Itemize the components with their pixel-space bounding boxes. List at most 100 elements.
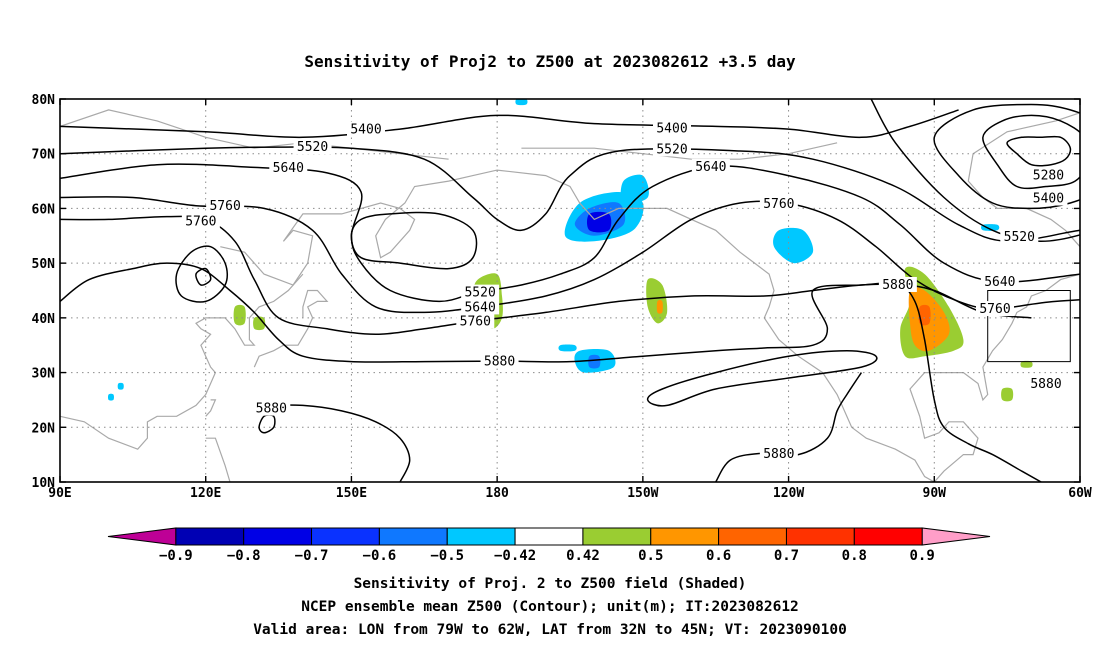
contour-label-bg	[480, 353, 519, 369]
contour-label-bg	[252, 400, 291, 416]
contour-label-bg	[653, 120, 691, 136]
lon-tick-label-3: 180	[485, 486, 509, 501]
coastline-7	[521, 142, 838, 160]
contour-line-13	[1006, 135, 1072, 167]
contour-label-bg	[759, 446, 798, 462]
coastline-2	[60, 273, 304, 450]
shade-patch-20	[1095, 291, 1100, 435]
contour-label-20: 5760	[979, 302, 1010, 317]
contour-label-9: 5520	[464, 286, 495, 301]
contour-label-14: 5880	[882, 278, 913, 293]
contour-label-15: 5880	[763, 447, 794, 462]
colorbar-box-9	[785, 527, 855, 546]
shade-patch-25	[1020, 360, 1033, 368]
colorbar-box-7	[650, 527, 720, 546]
shade-patch-8	[515, 99, 528, 106]
contour-label-3: 5520	[656, 142, 687, 157]
colorbar-label-0: −0.9	[159, 548, 193, 564]
lat-tick-label-4: 50N	[32, 257, 56, 272]
colorbar-box-10	[853, 527, 923, 546]
contour-label-16: 5280	[1033, 169, 1064, 184]
contour-line-9	[258, 414, 276, 434]
contour-label-bg	[878, 276, 917, 292]
axis-ticks: 90E 120E 150E 180 150W 120W 90W 60W 10N 20N 30N 40N…	[32, 93, 1092, 501]
colorbar-box-2	[311, 527, 380, 546]
contour-label-bg	[1027, 376, 1065, 392]
coastline-4	[205, 399, 217, 417]
contour-label-bg	[269, 159, 308, 175]
contour-line-6	[350, 211, 478, 270]
shade-patch-6	[588, 354, 601, 369]
colorbar-end-low	[107, 527, 177, 546]
colorbar-label-4: −0.5	[430, 548, 464, 564]
lat-tick-label-7: 80N	[32, 93, 56, 108]
shade-patch-11	[108, 393, 114, 401]
lon-tick-label-5: 120W	[773, 486, 804, 501]
contour-line-8	[195, 267, 212, 286]
colorbar-box-3	[378, 527, 448, 546]
lon-tick-label-0: 90E	[48, 486, 71, 501]
caption-line-3: Valid area: LON from 79W to 62W, LAT fro…	[253, 622, 847, 638]
contour-label-bg	[653, 141, 691, 157]
contour-line-7	[175, 245, 229, 303]
contour-label-bg	[456, 313, 495, 329]
coastline-6	[60, 109, 449, 160]
lon-tick-label-7: 60W	[1068, 486, 1092, 501]
contour-line-12	[715, 372, 863, 482]
coastline-0	[220, 169, 935, 482]
contour-label-1: 5400	[656, 121, 687, 136]
contour-label-13: 5880	[256, 402, 287, 417]
contour-label-bg	[347, 121, 385, 137]
lat-tick-label-2: 30N	[32, 367, 56, 382]
contour-label-bg	[759, 196, 798, 212]
valid-area-box	[987, 290, 1071, 363]
colorbar-label-6: 0.42	[566, 548, 600, 564]
contour-label-12: 5880	[484, 355, 515, 370]
shade-patch-2	[587, 211, 612, 233]
contour-label-bg	[461, 284, 500, 300]
colorbar-label-1: −0.8	[227, 548, 261, 564]
contour-label-19: 5640	[984, 275, 1015, 290]
colorbar-box-4	[446, 527, 516, 546]
colorbar-label-11: 0.9	[910, 548, 935, 564]
contour-label-21: 5880	[1030, 377, 1061, 392]
shade-patch-19	[918, 304, 931, 326]
shade-patch-3	[620, 174, 649, 204]
contour-label-8: 5760	[763, 197, 794, 212]
contour-label-bg	[461, 299, 500, 315]
contour-line-2	[60, 163, 1080, 303]
colorbar: −0.9 −0.8 −0.7 −0.6 −0.5 −0.42 0.42 0.5 0.6 0.7 0.…	[107, 527, 991, 564]
shade-patch-10	[117, 382, 124, 390]
contour-label-10: 5640	[464, 300, 495, 315]
colorbar-box-8	[718, 527, 787, 546]
contour-label-bg	[980, 274, 1019, 290]
lat-tick-label-5: 60N	[32, 202, 56, 217]
contour-line-10	[646, 349, 878, 407]
lat-tick-label-3: 40N	[32, 312, 56, 327]
colorbar-box-6	[582, 527, 652, 546]
lon-tick-label-2: 150E	[336, 486, 367, 501]
map-frame	[59, 98, 1081, 483]
lat-tick-label-6: 70N	[32, 148, 56, 163]
shade-patch-4	[773, 227, 814, 264]
contour-line-15	[933, 103, 1080, 210]
map-title: Sensitivity of Proj2 to Z500 at 20230826…	[304, 52, 796, 71]
colorbar-box-0	[175, 527, 245, 546]
shade-patch-24	[1001, 387, 1014, 402]
shade-patch-7	[558, 344, 577, 352]
colorbar-label-9: 0.7	[774, 548, 799, 564]
shade-patch-16	[253, 316, 266, 331]
lat-tick-label-0: 10N	[32, 476, 56, 491]
contour-label-17: 5400	[1033, 192, 1064, 207]
shade-patch-9	[981, 224, 1000, 231]
contour-line-11	[254, 404, 411, 482]
contour-label-11: 5760	[460, 315, 491, 330]
colorbar-label-10: 0.8	[842, 548, 867, 564]
contour-label-bg	[1029, 190, 1068, 206]
colorbar-label-8: 0.6	[706, 548, 731, 564]
contour-label-18: 5520	[1004, 230, 1035, 245]
lon-tick-label-6: 90W	[923, 486, 947, 501]
shade-patch-15	[233, 304, 246, 326]
